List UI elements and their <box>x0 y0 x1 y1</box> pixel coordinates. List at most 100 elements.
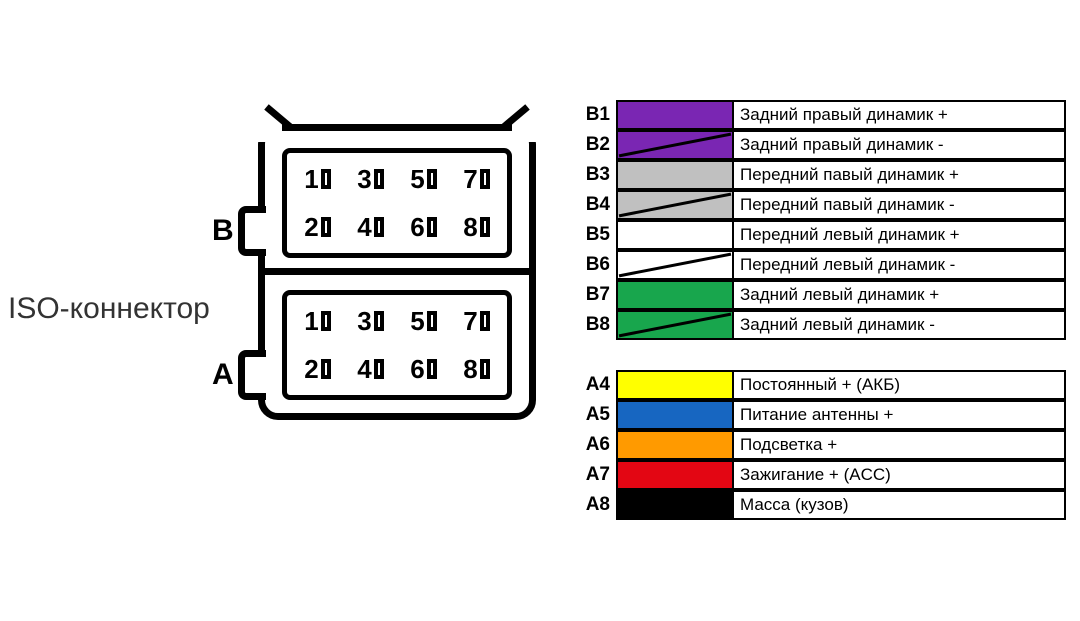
pin-b5: 5 <box>410 164 436 195</box>
pin-block-a: 1 3 5 7 2 4 6 8 <box>282 290 512 400</box>
pin-number: 7 <box>463 306 477 337</box>
connector-side-label-b: B <box>212 214 234 248</box>
pin-number: 4 <box>357 212 371 243</box>
pin-hole-icon <box>480 217 490 237</box>
legend-description: Питание антенны + <box>734 400 1066 430</box>
legend-description: Подсветка + <box>734 430 1066 460</box>
legend-row: B4 Передний павый динамик - <box>576 190 1066 220</box>
pin-b1: 1 <box>304 164 330 195</box>
legend-description: Задний правый динамик - <box>734 130 1066 160</box>
pin-number: 4 <box>357 354 371 385</box>
pin-a1: 1 <box>304 306 330 337</box>
legend-description: Передний левый динамик - <box>734 250 1066 280</box>
legend-color-swatch <box>616 250 734 280</box>
legend-row: A5 Питание антенны + <box>576 400 1066 430</box>
legend-row: B1Задний правый динамик + <box>576 100 1066 130</box>
legend-color-swatch <box>616 430 734 460</box>
legend-code: B2 <box>576 130 616 160</box>
legend-code: B3 <box>576 160 616 190</box>
pin-b2: 2 <box>304 212 330 243</box>
pin-hole-icon <box>321 169 331 189</box>
pin-hole-icon <box>374 311 384 331</box>
pin-hole-icon <box>427 217 437 237</box>
pin-number: 6 <box>410 212 424 243</box>
pin-hole-icon <box>480 359 490 379</box>
pin-number: 1 <box>304 306 318 337</box>
legend-description: Задний левый динамик - <box>734 310 1066 340</box>
legend-row: A6 Подсветка + <box>576 430 1066 460</box>
legend-row: B3 Передний павый динамик + <box>576 160 1066 190</box>
legend-code: A7 <box>576 460 616 490</box>
pin-number: 7 <box>463 164 477 195</box>
legend-color-swatch <box>616 310 734 340</box>
pin-a3: 3 <box>357 306 383 337</box>
iso-connector-diagram: ISO-коннектор B 1 3 5 7 2 4 6 8 A 1 3 5 7 2 4 6 8 <box>0 0 540 621</box>
legend-color-swatch <box>616 100 734 130</box>
pin-b8: 8 <box>463 212 489 243</box>
legend-code: B6 <box>576 250 616 280</box>
pin-hole-icon <box>427 169 437 189</box>
pin-number: 2 <box>304 354 318 385</box>
pin-b3: 3 <box>357 164 383 195</box>
legend-row: A7 Зажигание + (ACC) <box>576 460 1066 490</box>
legend-code: B7 <box>576 280 616 310</box>
legend-description: Передний павый динамик + <box>734 160 1066 190</box>
pin-a2: 2 <box>304 354 330 385</box>
legend-description: Передний левый динамик + <box>734 220 1066 250</box>
pin-hole-icon <box>427 359 437 379</box>
legend-color-swatch <box>616 160 734 190</box>
legend-color-swatch <box>616 130 734 160</box>
legend-row: B6 Передний левый динамик - <box>576 250 1066 280</box>
legend-description: Передний павый динамик - <box>734 190 1066 220</box>
pin-number: 1 <box>304 164 318 195</box>
legend-code: A6 <box>576 430 616 460</box>
pin-block-b: 1 3 5 7 2 4 6 8 <box>282 148 512 258</box>
legend-color-swatch <box>616 280 734 310</box>
legend-code: A8 <box>576 490 616 520</box>
legend-code: B8 <box>576 310 616 340</box>
pin-a6: 6 <box>410 354 436 385</box>
pin-a5: 5 <box>410 306 436 337</box>
legend-row: B8 Задний левый динамик - <box>576 310 1066 340</box>
pin-number: 5 <box>410 306 424 337</box>
pin-b4: 4 <box>357 212 383 243</box>
legend-code: A4 <box>576 370 616 400</box>
legend-table-a: A4Постоянный + (АКБ)A5Питание антенны +A… <box>576 370 1066 520</box>
legend-color-swatch <box>616 460 734 490</box>
pin-hole-icon <box>427 311 437 331</box>
legend-color-swatch <box>616 220 734 250</box>
connector-tab-b <box>238 206 266 256</box>
legend-code: A5 <box>576 400 616 430</box>
pin-number: 2 <box>304 212 318 243</box>
pin-hole-icon <box>374 217 384 237</box>
legend-description: Масса (кузов) <box>734 490 1066 520</box>
legend-color-swatch <box>616 370 734 400</box>
iso-connector-label: ISO-коннектор <box>8 292 210 326</box>
pin-hole-icon <box>480 169 490 189</box>
legend-code: B5 <box>576 220 616 250</box>
pin-hole-icon <box>321 359 331 379</box>
pin-number: 6 <box>410 354 424 385</box>
legend-color-swatch <box>616 400 734 430</box>
legend-row: B7 Задний левый динамик + <box>576 280 1066 310</box>
connector-tab-a <box>238 350 266 400</box>
legend-row: B5 Передний левый динамик + <box>576 220 1066 250</box>
legend-code: B4 <box>576 190 616 220</box>
pin-number: 8 <box>463 354 477 385</box>
pin-number: 3 <box>357 164 371 195</box>
legend-description: Зажигание + (ACC) <box>734 460 1066 490</box>
pin-number: 3 <box>357 306 371 337</box>
connector-divider <box>265 268 529 275</box>
legend-row: A8 Масса (кузов) <box>576 490 1066 520</box>
legend-description: Задний левый динамик + <box>734 280 1066 310</box>
legend-description: Постоянный + (АКБ) <box>734 370 1066 400</box>
pin-hole-icon <box>374 169 384 189</box>
connector-side-label-a: A <box>212 358 234 392</box>
pin-a4: 4 <box>357 354 383 385</box>
pin-a8: 8 <box>463 354 489 385</box>
legend-row: A4 Постоянный + (АКБ) <box>576 370 1066 400</box>
pin-number: 8 <box>463 212 477 243</box>
pin-number: 5 <box>410 164 424 195</box>
pin-hole-icon <box>374 359 384 379</box>
connector-top-bar <box>282 124 512 131</box>
